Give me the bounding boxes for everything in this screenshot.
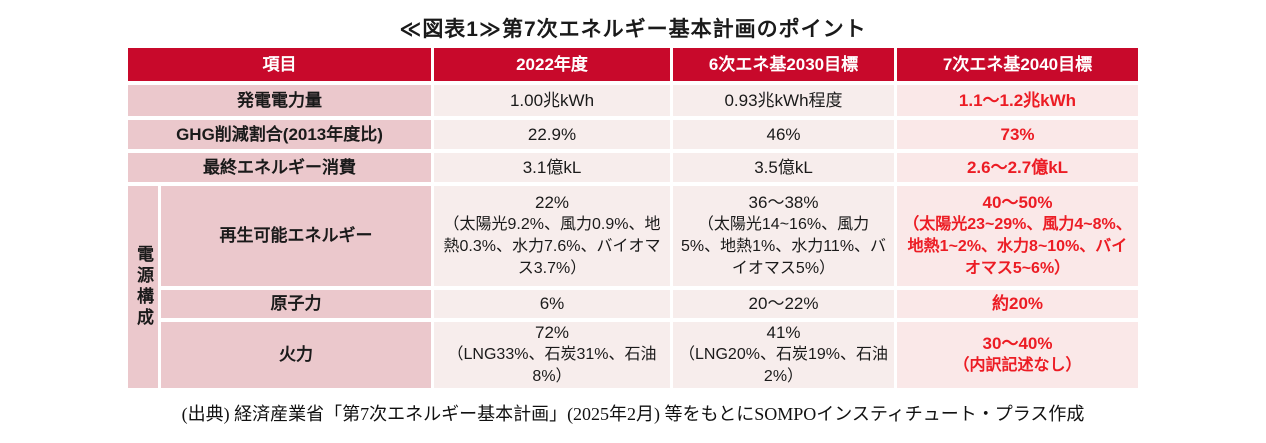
row-generation-2040: 1.1〜1.2兆kWh <box>897 85 1138 116</box>
value-main: 40〜50% <box>982 193 1053 212</box>
value-breakdown: （内訳記述なし） <box>953 357 1082 374</box>
value-main: 30〜40% <box>982 334 1053 353</box>
row-generation-2030: 0.93兆kWh程度 <box>673 85 894 116</box>
value-breakdown: （LNG33%、石炭31%、石油8%） <box>447 346 657 385</box>
row-ghg-label: GHG削減割合(2013年度比) <box>128 120 431 149</box>
value-main: 6% <box>539 294 565 313</box>
row-final-energy-label: 最終エネルギー消費 <box>128 153 431 182</box>
row-renewables-2022: 22% （太陽光9.2%、風力0.9%、地熱0.3%、水力7.6%、バイオマス3… <box>434 186 670 286</box>
row-renewables-label: 再生可能エネルギー <box>161 186 431 286</box>
row-ghg-2040: 73% <box>897 120 1138 149</box>
source-note: (出典) 経済産業省「第7次エネルギー基本計画」(2025年2月) 等をもとにS… <box>181 404 1085 424</box>
value-breakdown: （太陽光14~16%、風力5%、地熱1%、水力11%、バイオマス5%） <box>680 216 887 277</box>
value-main: 20〜22% <box>748 294 819 313</box>
row-ghg-2022: 22.9% <box>434 120 670 149</box>
value-breakdown: （太陽光9.2%、風力0.9%、地熱0.3%、水力7.6%、バイオマス3.7%） <box>443 216 661 277</box>
row-thermal-2022: 72% （LNG33%、石炭31%、石油8%） <box>434 322 670 388</box>
header-2022: 2022年度 <box>434 48 670 81</box>
group-power-mix-label: 電源構成 <box>128 186 158 388</box>
value-main: 3.5億kL <box>754 157 813 177</box>
value-breakdown: （太陽光23~29%、風力4~8%、地熱1~2%、水力8~10%、バイオマス5~… <box>903 216 1132 277</box>
value-main: 3.1億kL <box>522 157 582 177</box>
value-main: 73% <box>1000 124 1035 144</box>
value-main: 22.9% <box>527 124 577 144</box>
row-nuclear-2030: 20〜22% <box>673 290 894 318</box>
row-renewables-2030: 36〜38% （太陽光14~16%、風力5%、地熱1%、水力11%、バイオマス5… <box>673 186 894 286</box>
row-final-energy-2030: 3.5億kL <box>673 153 894 182</box>
value-main: 約20% <box>991 294 1044 313</box>
value-main: 46% <box>766 124 801 144</box>
row-renewables-2040: 40〜50% （太陽光23~29%、風力4~8%、地熱1~2%、水力8~10%、… <box>897 186 1138 286</box>
row-final-energy-2040: 2.6〜2.7億kL <box>897 153 1138 182</box>
row-ghg-2030: 46% <box>673 120 894 149</box>
value-main: 22% <box>534 193 570 212</box>
row-thermal-label: 火力 <box>161 322 431 388</box>
value-main: 1.1〜1.2兆kWh <box>958 90 1077 110</box>
value-breakdown: （LNG20%、石炭19%、石油2%） <box>679 346 888 385</box>
header-2040-target: 7次エネ基2040目標 <box>897 48 1138 81</box>
header-item: 項目 <box>128 48 431 81</box>
row-thermal-2030: 41% （LNG20%、石炭19%、石油2%） <box>673 322 894 388</box>
row-generation-2022: 1.00兆kWh <box>434 85 670 116</box>
row-nuclear-2022: 6% <box>434 290 670 318</box>
row-nuclear-2040: 約20% <box>897 290 1138 318</box>
row-final-energy-2022: 3.1億kL <box>434 153 670 182</box>
row-nuclear-label: 原子力 <box>161 290 431 318</box>
row-generation-label: 発電電力量 <box>128 85 431 116</box>
value-main: 41% <box>766 323 801 342</box>
value-main: 0.93兆kWh程度 <box>724 90 843 110</box>
row-thermal-2040: 30〜40% （内訳記述なし） <box>897 322 1138 388</box>
energy-plan-table: 項目 2022年度 6次エネ基2030目標 7次エネ基2040目標 発電電力量 … <box>128 48 1138 388</box>
figure-title: ≪図表1≫第7次エネルギー基本計画のポイント <box>399 18 867 41</box>
value-main: 2.6〜2.7億kL <box>966 157 1069 177</box>
value-main: 1.00兆kWh <box>509 90 595 110</box>
value-main: 72% <box>534 323 570 342</box>
value-main: 36〜38% <box>748 193 819 212</box>
header-2030-target: 6次エネ基2030目標 <box>673 48 894 81</box>
